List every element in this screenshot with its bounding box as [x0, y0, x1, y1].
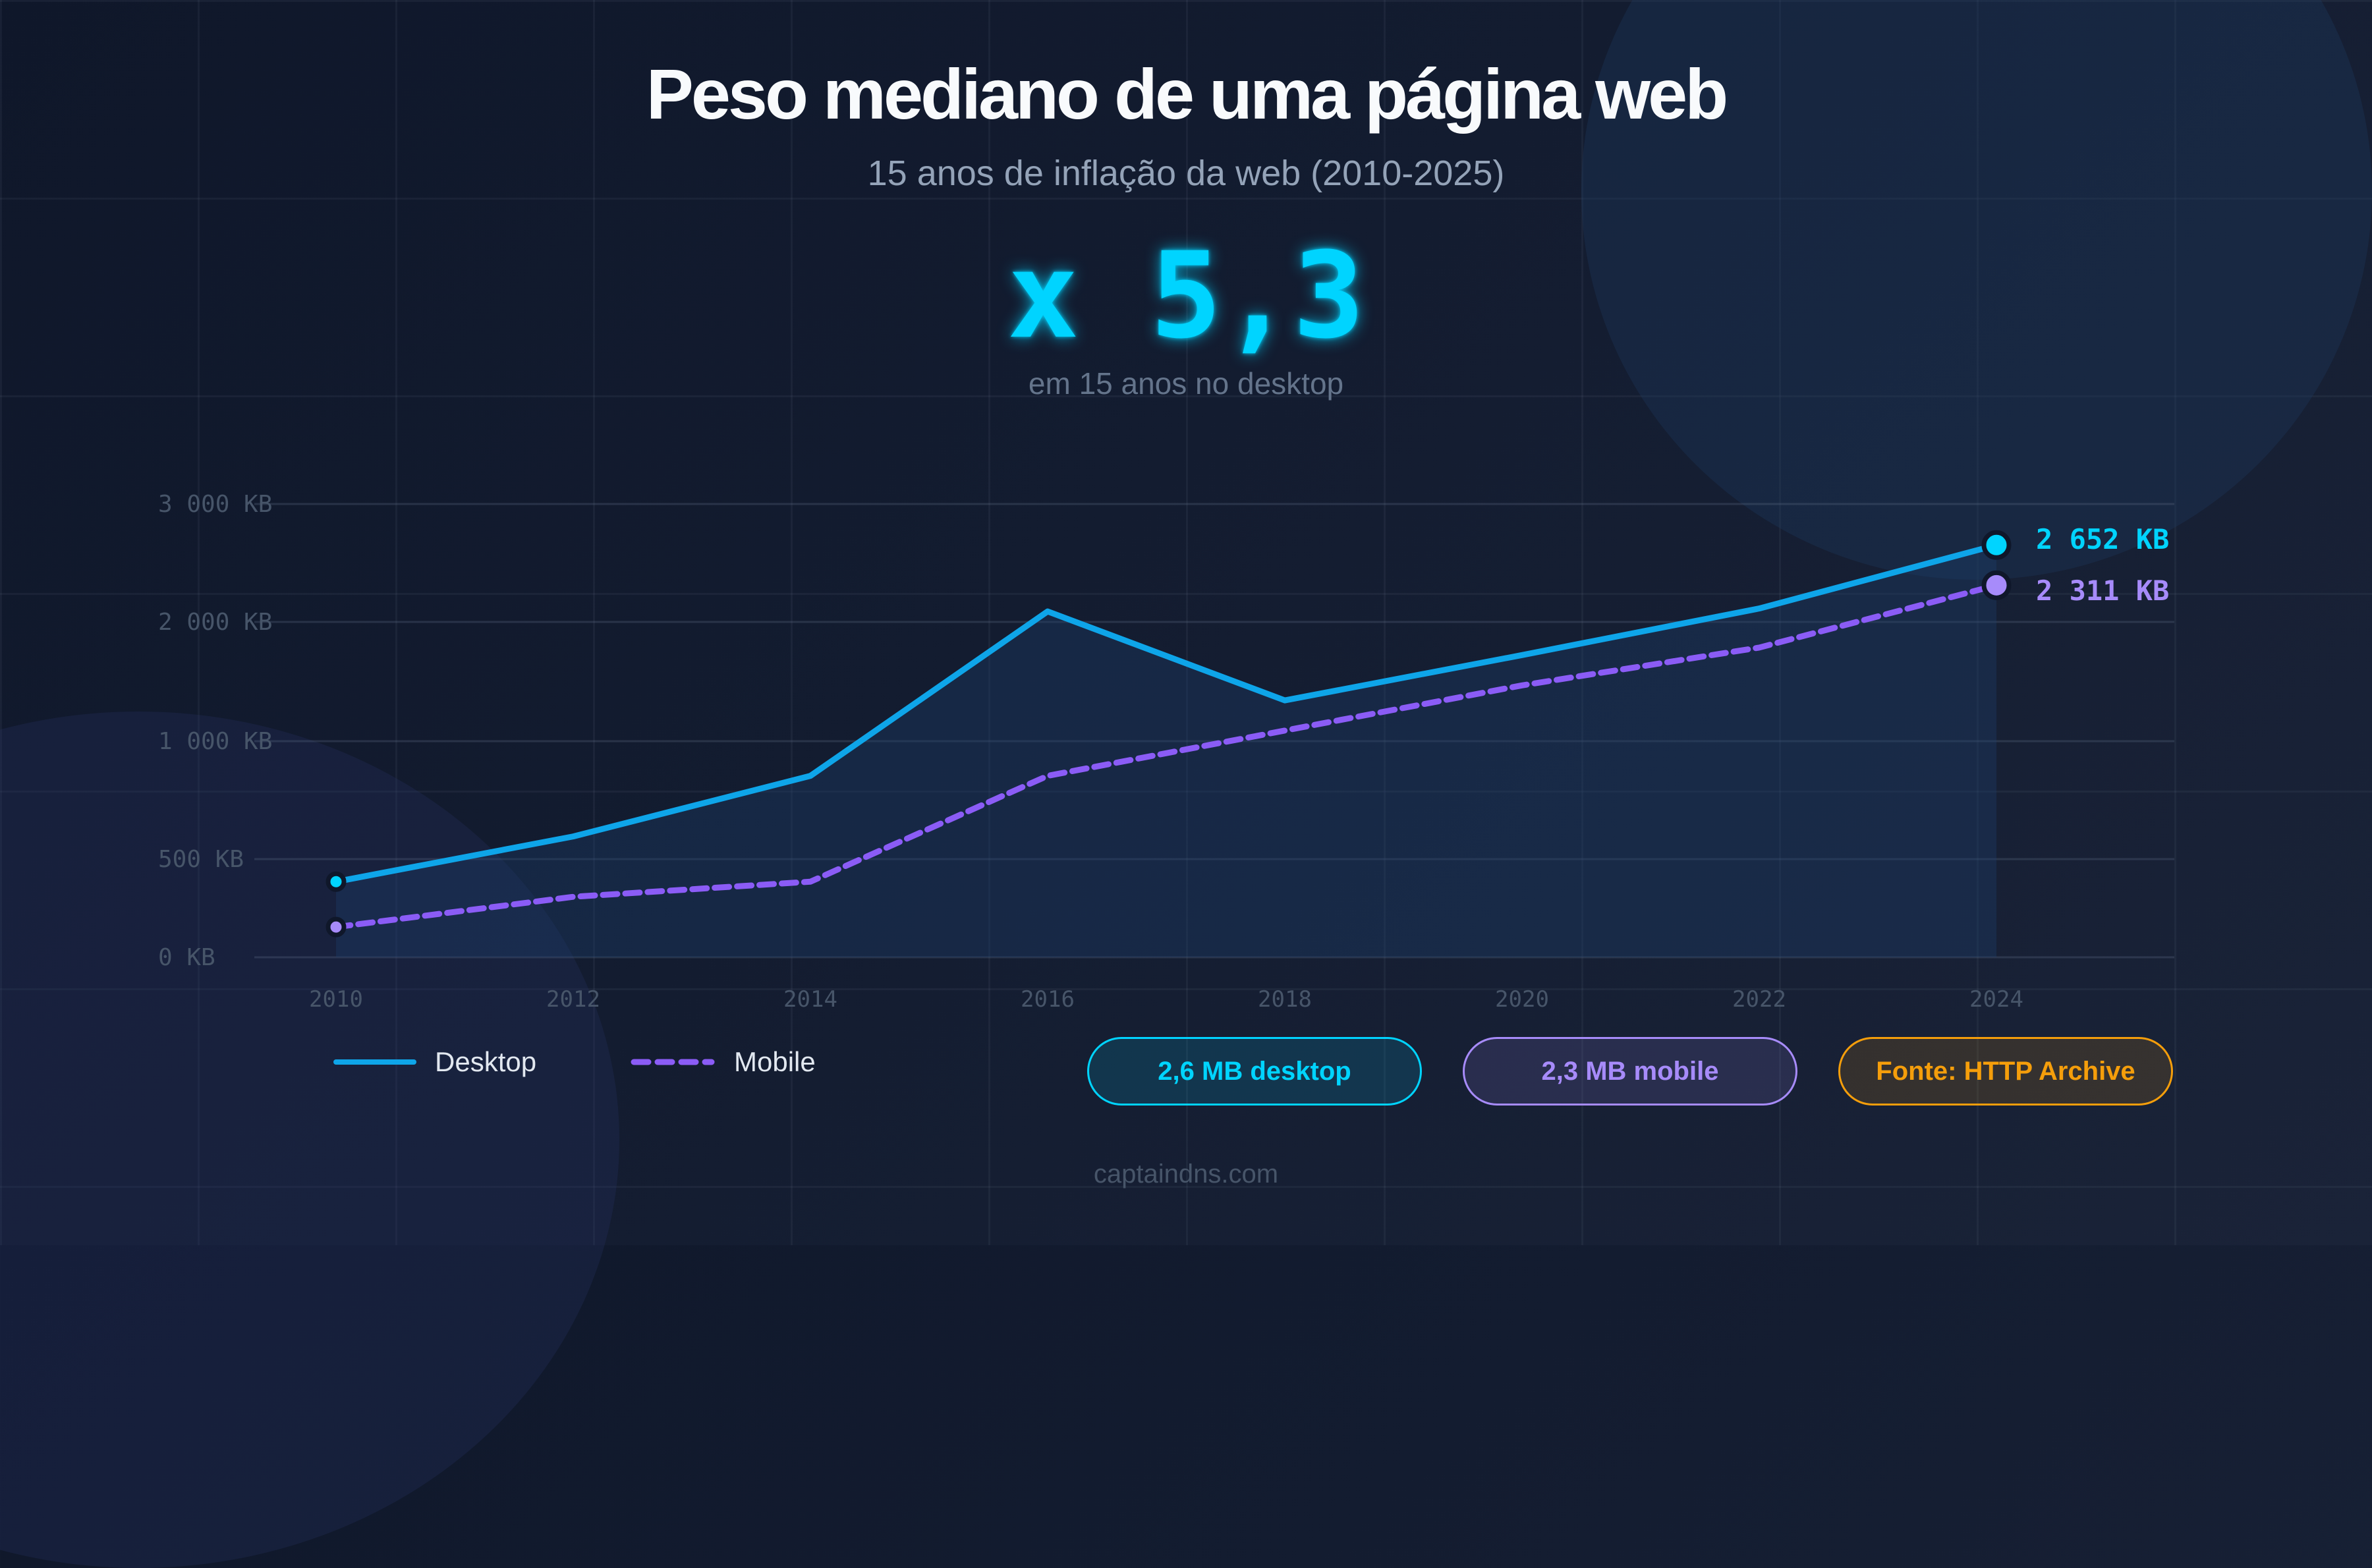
svg-text:500 KB: 500 KB — [158, 846, 244, 873]
svg-text:2010: 2010 — [309, 986, 363, 1013]
svg-text:2014: 2014 — [783, 986, 837, 1013]
badge-source: Fonte: HTTP Archive — [1838, 1037, 2173, 1106]
svg-text:3 000 KB: 3 000 KB — [158, 491, 272, 518]
data-markers — [325, 530, 2012, 938]
svg-text:2012: 2012 — [546, 986, 600, 1013]
growth-multiplier: x 5,3 — [1007, 227, 1365, 365]
desktop-series-line — [335, 542, 1998, 885]
legend-item-desktop: Desktop — [333, 1046, 536, 1078]
footer-site: captaindns.com — [1093, 1160, 1279, 1189]
mobile-end-value: 2 311 KB — [2036, 574, 2169, 607]
mobile-dashed-swatch-icon — [631, 1059, 715, 1065]
legend-label-desktop: Desktop — [435, 1046, 537, 1077]
legend-item-mobile: Mobile — [630, 1046, 816, 1078]
svg-text:2020: 2020 — [1495, 986, 1549, 1013]
badge-mobile-size: 2,3 MB mobile — [1463, 1037, 1797, 1106]
svg-text:2 000 KB: 2 000 KB — [158, 609, 272, 636]
desktop-line-swatch-icon — [333, 1059, 416, 1065]
y-axis-labels: 0 KB 500 KB 1 000 KB 2 000 KB 3 000 KB — [158, 491, 272, 971]
mobile-series-line — [333, 582, 2000, 930]
svg-text:1 000 KB: 1 000 KB — [158, 728, 272, 755]
badge-desktop-size: 2,6 MB desktop — [1087, 1037, 1422, 1106]
x-axis-labels: 2010 2012 2014 2016 2018 2020 2022 2024 — [309, 986, 2023, 1013]
svg-text:2024: 2024 — [1969, 986, 2023, 1013]
svg-text:2016: 2016 — [1021, 986, 1075, 1013]
svg-text:2022: 2022 — [1732, 986, 1786, 1013]
chart-title: Peso mediano de uma página web — [646, 54, 1728, 134]
svg-text:0 KB: 0 KB — [158, 944, 215, 971]
svg-text:2018: 2018 — [1258, 986, 1312, 1013]
growth-caption: em 15 anos no desktop — [1028, 366, 1344, 401]
chart-subtitle: 15 anos de inflação da web (2010-2025) — [867, 154, 1505, 193]
desktop-end-value: 2 652 KB — [2036, 523, 2169, 555]
legend-label-mobile: Mobile — [734, 1046, 816, 1077]
